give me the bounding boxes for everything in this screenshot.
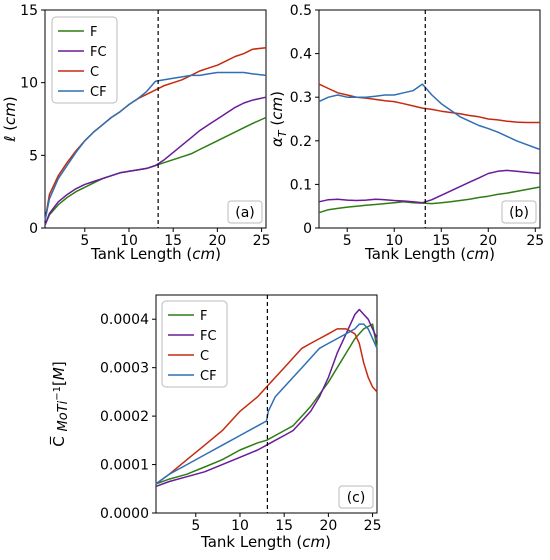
- series-line-F-b: [318, 186, 541, 214]
- legend-label-CF: CF: [90, 85, 107, 100]
- y-tick-label-b: 0: [303, 221, 312, 237]
- y-tick-label-c: 0.0004: [100, 312, 149, 328]
- x-tick-label-b: 10: [385, 233, 403, 249]
- legend-label-FC: FC: [90, 45, 107, 60]
- x-axis-label-c: Tank Length (cm): [200, 533, 331, 551]
- x-tick-label-c: 15: [275, 518, 293, 534]
- x-tick-label-a: 10: [120, 233, 138, 249]
- y-tick-label-c: 0.0003: [100, 361, 149, 377]
- y-tick-label-b: 0.2: [290, 134, 312, 150]
- series-line-CF-a: [44, 71, 267, 221]
- x-tick-label-a: 5: [80, 233, 89, 249]
- panel-label-a: (a): [235, 205, 255, 221]
- series-line-CF-c: [155, 323, 378, 485]
- y-tick-label-c: 0.0002: [100, 409, 149, 425]
- legend-label-F: F: [90, 25, 97, 40]
- panel-label-c-box: (c): [338, 485, 374, 509]
- chart-panel-c: 5 10 15 20 250.00000.00010.00020.00030.0004 …: [49, 294, 381, 551]
- y-tick-label-c: 0.0001: [100, 458, 149, 474]
- y-tick-label-a: 0: [29, 221, 38, 237]
- panel-label-b: (b): [509, 205, 529, 221]
- x-tick-label-b: 20: [479, 233, 497, 249]
- panel-label-c: (c): [347, 490, 366, 506]
- series-line-FC-c: [155, 308, 378, 488]
- y-axis-label-a: ℓ (cm): [1, 96, 19, 143]
- legend-label-FC-c: FC: [200, 329, 217, 344]
- y-tick-label-a: 15: [20, 3, 38, 19]
- y-tick-label-b: 0.5: [290, 3, 312, 19]
- series-layer-b: [318, 83, 541, 214]
- y-axis-label-c: C̅ MoTi−1[M]: [49, 361, 71, 446]
- legend-box-a: [51, 16, 118, 104]
- x-tick-label-c: 25: [364, 518, 382, 534]
- y-tick-label-c: 0.0000: [100, 506, 149, 522]
- ticks-c: 5 10 15 20 25 0.0000 0.0001 0.0002 0.0003 0.0004: [100, 312, 381, 534]
- x-tick-label-b: 15: [432, 233, 450, 249]
- y-tick-label-b: 0.3: [290, 90, 312, 106]
- legend-c: F FC C CF: [161, 300, 228, 388]
- y-axis-label-b: αT (cm): [268, 91, 289, 147]
- x-axis-label-a: Tank Length (cm): [90, 245, 221, 263]
- legend-a: F FC C CF: [51, 16, 118, 104]
- y-tick-label-a: 5: [29, 148, 38, 164]
- x-tick-label-b: 25: [526, 233, 544, 249]
- series-layer-c: [155, 308, 378, 488]
- legend-label-F-c: F: [200, 309, 207, 324]
- panel-label-a-box: (a): [227, 200, 263, 224]
- legend-label-C: C: [90, 65, 99, 80]
- x-tick-label-a: 25: [253, 233, 271, 249]
- x-axis-label-b: Tank Length (cm): [364, 245, 495, 263]
- series-line-C-c: [155, 328, 378, 485]
- chart-panel-b: 5 10 15 20 25 0 0.1 0.2 0.3 0.4 0.5 αT (cm) Tank L…: [268, 3, 544, 263]
- series-line-FC-b: [318, 169, 541, 204]
- series-line-F-c: [155, 323, 378, 485]
- legend-label-CF-c: CF: [200, 369, 217, 384]
- x-tick-label-b: 5: [343, 233, 352, 249]
- series-line-FC-a: [44, 96, 267, 226]
- panel-label-b-box: (b): [501, 200, 537, 224]
- y-tick-label-b: 0.1: [290, 177, 312, 193]
- series-layer-a: [44, 47, 267, 226]
- plot-area-b: [318, 9, 541, 229]
- y-tick-label-a: 10: [20, 76, 38, 92]
- x-tick-label-c: 5: [191, 518, 200, 534]
- series-line-CF-b: [318, 83, 541, 151]
- y-tick-label-b: 0.4: [290, 47, 312, 63]
- legend-box-c: [161, 300, 228, 388]
- ticks-a: 5 10 15 20 25 0 5 10 15: [20, 3, 270, 249]
- ticks-b: 5 10 15 20 25 0 0.1 0.2 0.3 0.4 0.5: [290, 3, 544, 249]
- x-tick-label-c: 10: [231, 518, 249, 534]
- x-tick-label-a: 20: [208, 233, 226, 249]
- x-tick-label-c: 20: [319, 518, 337, 534]
- legend-label-C-c: C: [200, 349, 209, 364]
- x-tick-label-a: 15: [164, 233, 182, 249]
